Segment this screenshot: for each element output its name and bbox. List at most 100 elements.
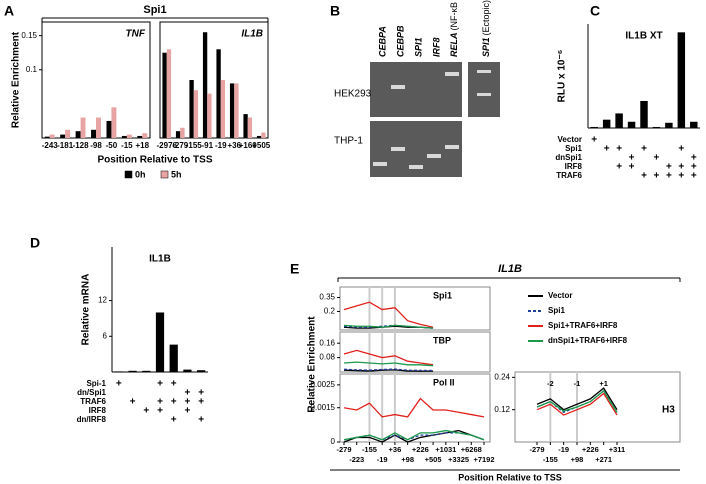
gel-column-label: SPI1 [413,37,423,57]
bar [126,134,132,138]
bar [590,126,598,128]
series-line [343,369,434,372]
condition-mark: + [691,153,697,164]
bar [243,114,248,138]
x-tick-label: +36 [227,141,241,150]
condition-mark: + [198,397,204,408]
band [445,72,459,76]
bar [202,32,208,139]
band [427,154,441,158]
legend-label: dnSpi1+TRAF6+IRF8 [548,336,628,345]
bar [602,119,611,128]
bar [44,136,50,138]
series-line [343,429,485,443]
condition-mark: + [591,135,597,146]
legend-label: Vector [548,291,572,300]
panel-letter: C [590,3,600,19]
condition-mark: + [116,379,122,390]
y-tick-label: 0.0015 [311,403,336,412]
legend-label: 5h [171,169,182,179]
x-tick-label: -2976 [157,141,178,150]
condition-mark: + [604,144,610,155]
condition-mark: + [678,162,684,173]
bar [114,371,123,372]
y-tick-label: 0.08 [319,353,335,362]
x-tick-label: +271 [595,455,612,464]
x-tick-label: -243 [42,141,59,150]
x-tick-label: +98 [571,455,584,464]
x-tick-label: -15 [121,141,133,150]
series-line [536,387,618,411]
panel-title: TNF [126,29,146,40]
condition-mark: + [157,379,163,390]
x-tick-label: +311 [609,445,625,454]
bar [80,117,86,138]
y-axis-label: Relative Enrichment [11,31,22,128]
x-tick-label: -50 [106,141,118,150]
x-tick-label: -279 [529,445,544,454]
condition-label: dn/IRF8 [77,415,107,424]
bar [640,100,648,128]
condition-mark: + [157,397,163,408]
annotation: -1 [574,379,581,388]
x-tick-label: -128 [73,141,90,150]
bar [234,83,239,138]
bar [162,52,167,138]
x-tick-label: -155 [186,141,203,150]
panel-title: Spi1 [433,290,452,300]
bar [155,312,165,372]
bar [121,135,127,138]
band [373,162,387,166]
gel-column-label: RELA (NF-κB p65) [449,0,459,57]
series-line [536,389,618,413]
y-axis-label: Relative mRNA [81,274,92,346]
condition-label: TRAF6 [80,397,106,406]
condition-mark: + [629,153,635,164]
condition-mark: + [143,406,149,417]
y-tick-label: 0.1 [26,65,38,74]
bar [91,129,96,138]
x-tick-label: -181 [57,141,74,150]
condition-label: IRF8 [89,406,107,415]
condition-label: dnSpi1 [555,153,582,162]
bar [96,117,101,138]
x-axis-label: Position Relative to TSS [458,472,562,482]
y-tick-label: 0.2 [324,307,336,316]
condition-label: Spi1 [565,144,582,153]
note: (NF-κB p65) [449,0,459,31]
band [391,85,405,89]
bar [111,107,117,138]
legend-label: Spi1+TRAF6+IRF8 [548,321,618,330]
bar [197,370,206,372]
panel-letter: D [30,235,40,251]
bar [65,129,71,138]
condition-mark: + [130,397,136,408]
condition-mark: + [666,171,672,182]
bar [189,80,194,138]
bar [180,127,185,138]
x-axis-label: Position Relative to TSS [97,155,212,166]
bar [690,121,698,128]
bar [183,369,192,372]
y-tick-label: 0.12 [494,405,510,414]
condition-mark: + [185,406,191,417]
bar [229,83,235,138]
series-line [343,397,485,418]
legend-label: Spi1 [548,306,565,315]
x-tick-label: +18 [135,141,149,150]
chart-title: IL1B [149,254,171,265]
gel [370,62,462,117]
condition-mark: + [691,162,697,173]
legend-swatch [160,170,169,179]
gel-column-label: CEBPA [377,26,387,57]
panel-letter: E [290,261,299,277]
x-tick-label: -279 [172,141,189,150]
gel-column-label: SPI1 (Ectopic) [481,0,491,57]
x-tick-label: -19 [558,445,569,454]
legend-label: 0h [135,169,146,179]
y-axis-label: Relative Enrichment [307,316,318,413]
x-tick-label: +3325 [448,455,469,464]
panel-letter: A [4,3,14,19]
band [409,165,423,169]
legend-swatch [124,170,133,179]
